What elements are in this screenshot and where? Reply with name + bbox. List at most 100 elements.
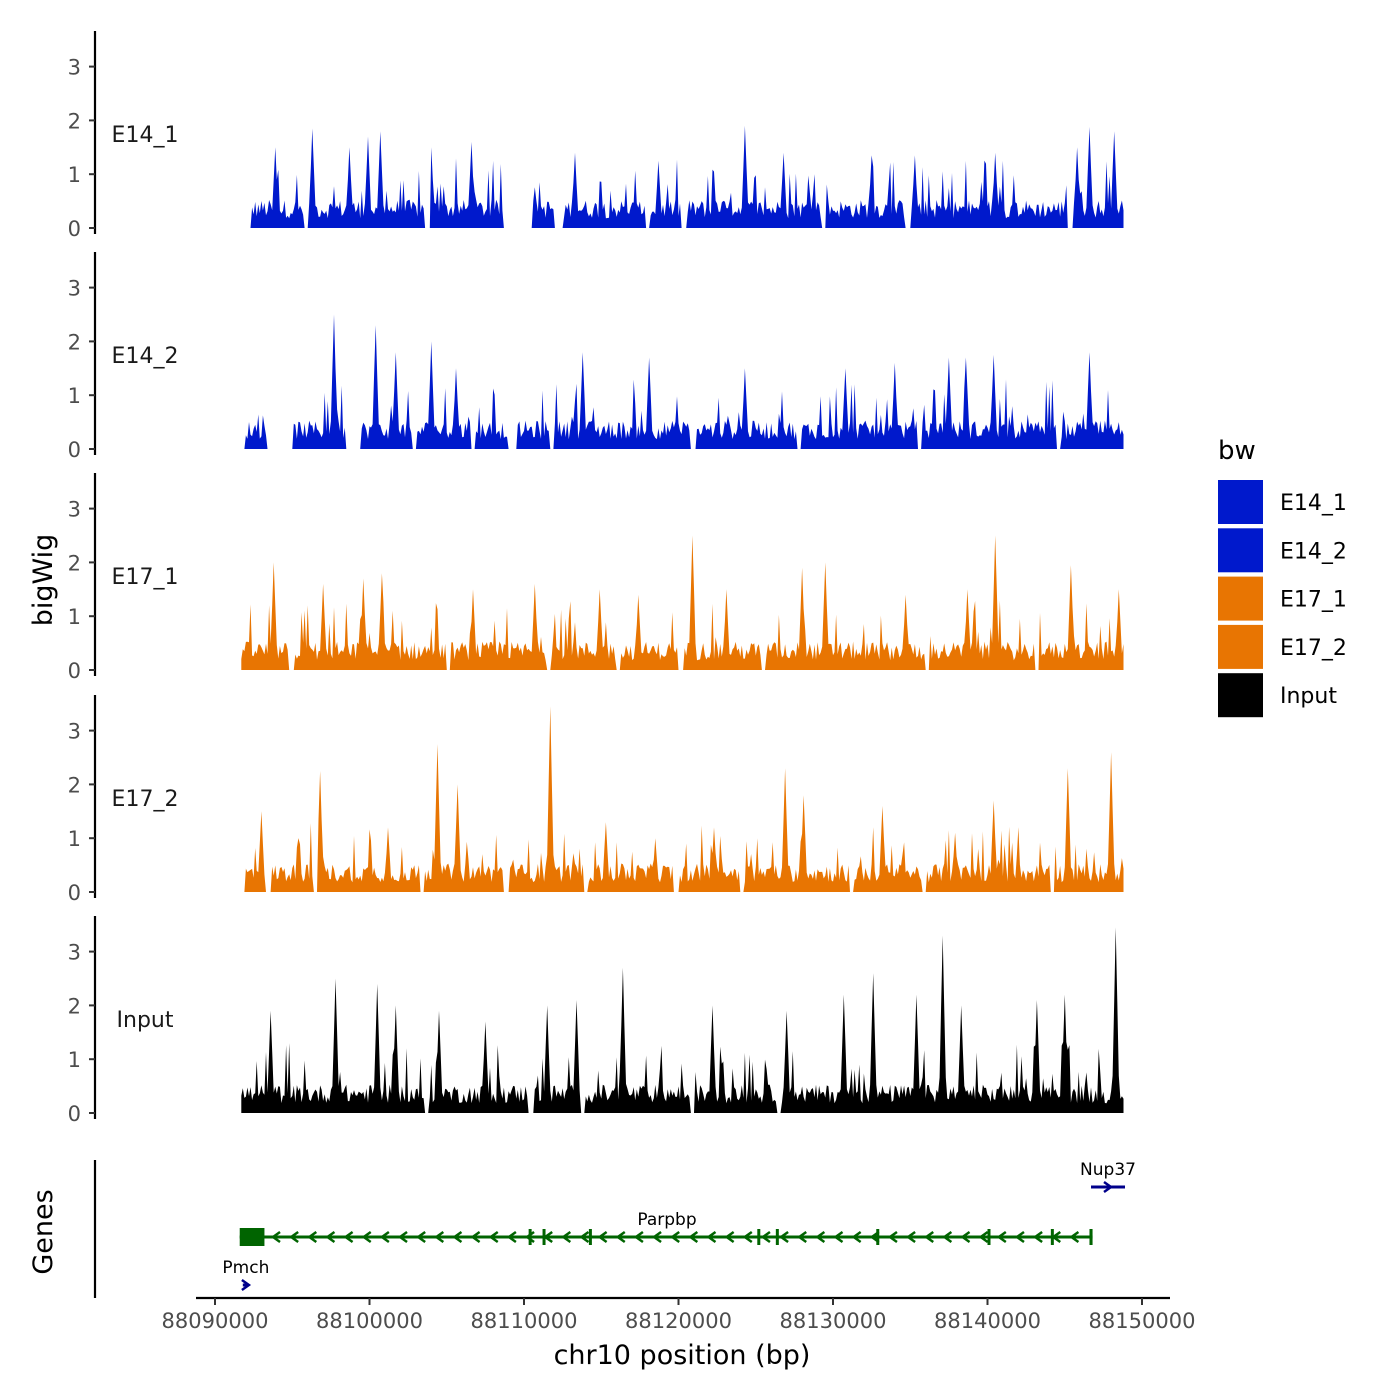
x-tick-label: 88100000 <box>316 1309 423 1333</box>
x-tick-label: 88090000 <box>162 1309 269 1333</box>
track-panel-E17_2: 0 1 2 3 E17_2 <box>68 695 1124 905</box>
exon <box>239 1228 265 1246</box>
exon <box>757 1229 761 1245</box>
legend-label-E14_2: E14_2 <box>1280 539 1347 564</box>
gene-label: Nup37 <box>1080 1160 1136 1180</box>
y-axis-title: bigWig <box>28 534 59 627</box>
y-tick-label: 0 <box>68 659 81 683</box>
track-panel-E17_1: 0 1 2 3 E17_1 <box>68 473 1124 683</box>
gene-Nup37: Nup37 <box>1080 1160 1136 1194</box>
strand-arrow <box>416 1230 426 1244</box>
genes-axis-title: Genes <box>28 1189 59 1274</box>
gene-Pmch: Pmch <box>222 1258 269 1292</box>
y-tick-label: 0 <box>68 1102 81 1126</box>
legend-title: bw <box>1218 436 1256 466</box>
y-tick-label: 0 <box>68 881 81 905</box>
x-tick-label: 88120000 <box>625 1309 732 1333</box>
x-axis-title: chr10 position (bp) <box>554 1340 811 1371</box>
y-tick-label: 2 <box>68 773 81 797</box>
legend-label-E17_1: E17_1 <box>1280 588 1347 613</box>
y-tick-label: 1 <box>68 605 81 629</box>
track-panel-E14_1: 0 1 2 3 E14_1 <box>68 31 1124 241</box>
gene-track: Parpbp Nup37 Pmch <box>93 1160 1136 1298</box>
strand-arrow <box>241 1278 252 1292</box>
strand-arrow <box>688 1230 699 1244</box>
strand-arrow <box>470 1230 481 1244</box>
x-tick-label: 88150000 <box>1089 1309 1196 1333</box>
y-tick-label: 3 <box>68 277 81 301</box>
strand-arrow <box>343 1230 354 1244</box>
strand-arrow <box>797 1230 807 1244</box>
exon <box>542 1229 546 1245</box>
strand-arrow <box>670 1230 680 1244</box>
strand-arrow <box>488 1230 499 1244</box>
y-tick-label: 3 <box>68 56 81 80</box>
strand-arrow <box>851 1230 862 1244</box>
strand-arrow <box>270 1230 281 1244</box>
strand-arrow <box>452 1230 463 1244</box>
strand-arrow <box>633 1230 644 1244</box>
y-tick-label: 1 <box>68 1048 81 1072</box>
signal-area-E14_2 <box>241 314 1124 449</box>
gene-Parpbp: Parpbp <box>239 1210 1093 1246</box>
track-panel-E14_2: 0 1 2 3 E14_2 <box>68 252 1124 462</box>
strand-arrow <box>706 1230 717 1244</box>
strand-arrow <box>379 1230 390 1244</box>
exon <box>528 1229 532 1245</box>
y-tick-label: 0 <box>68 217 81 241</box>
legend-label-Input: Input <box>1280 684 1337 709</box>
exon <box>876 1229 880 1245</box>
strand-arrow <box>1032 1230 1043 1244</box>
strand-arrow <box>597 1230 608 1244</box>
legend-swatch-Input <box>1218 673 1263 718</box>
strand-arrow <box>397 1230 408 1244</box>
strand-arrow <box>325 1230 336 1244</box>
track-panels: 0 1 2 3 E14_1 0 1 2 3 E14_2 0 1 2 3 E17_1 0 1 2 3 E17_2 0 1 2 3… <box>68 31 1124 1126</box>
strand-arrow <box>887 1230 898 1244</box>
strand-arrow <box>289 1230 299 1244</box>
strand-arrow <box>524 1230 535 1244</box>
track-label: E14_1 <box>112 123 179 148</box>
signal-area-Input <box>241 927 1124 1113</box>
exon <box>1050 1229 1054 1245</box>
exon <box>1089 1229 1093 1245</box>
signal-area-E17_1 <box>241 535 1124 670</box>
legend-swatch-E17_1 <box>1218 576 1263 621</box>
strand-arrow <box>579 1230 590 1244</box>
x-tick-label: 88140000 <box>934 1309 1041 1333</box>
y-tick-label: 2 <box>68 551 81 575</box>
track-label: E14_2 <box>112 344 179 369</box>
legend: bw E14_1 E14_2 E17_1 E17_2 Input <box>1218 436 1347 718</box>
gene-label: Parpbp <box>637 1210 696 1230</box>
legend-swatch-E17_2 <box>1218 624 1263 669</box>
x-axis: 88090000 88100000 88110000 88120000 88130000… <box>162 1296 1196 1333</box>
y-tick-label: 3 <box>68 720 81 744</box>
y-tick-label: 1 <box>68 163 81 187</box>
y-tick-label: 1 <box>68 384 81 408</box>
strand-arrow <box>651 1230 662 1244</box>
legend-swatch-E14_2 <box>1218 528 1263 573</box>
y-tick-label: 0 <box>68 438 81 462</box>
strand-arrow <box>924 1230 934 1244</box>
y-tick-label: 2 <box>68 994 81 1018</box>
strand-arrow <box>361 1230 372 1244</box>
x-tick-label: 88110000 <box>471 1309 578 1333</box>
strand-arrow <box>724 1230 735 1244</box>
strand-arrow <box>1014 1230 1025 1244</box>
track-panel-Input: 0 1 2 3 Input <box>68 916 1124 1126</box>
strand-arrow <box>434 1230 445 1244</box>
strand-arrow <box>561 1230 572 1244</box>
strand-arrow <box>307 1230 318 1244</box>
x-tick-label: 88130000 <box>780 1309 887 1333</box>
y-tick-label: 3 <box>68 941 81 965</box>
track-label: Input <box>117 1008 174 1033</box>
exon <box>987 1229 991 1245</box>
y-tick-label: 2 <box>68 330 81 354</box>
strand-arrow <box>996 1230 1007 1244</box>
track-label: E17_2 <box>112 787 179 812</box>
strand-arrow <box>778 1230 789 1244</box>
strand-arrow <box>905 1230 916 1244</box>
track-label: E17_1 <box>112 565 179 590</box>
gene-label: Pmch <box>222 1258 269 1278</box>
